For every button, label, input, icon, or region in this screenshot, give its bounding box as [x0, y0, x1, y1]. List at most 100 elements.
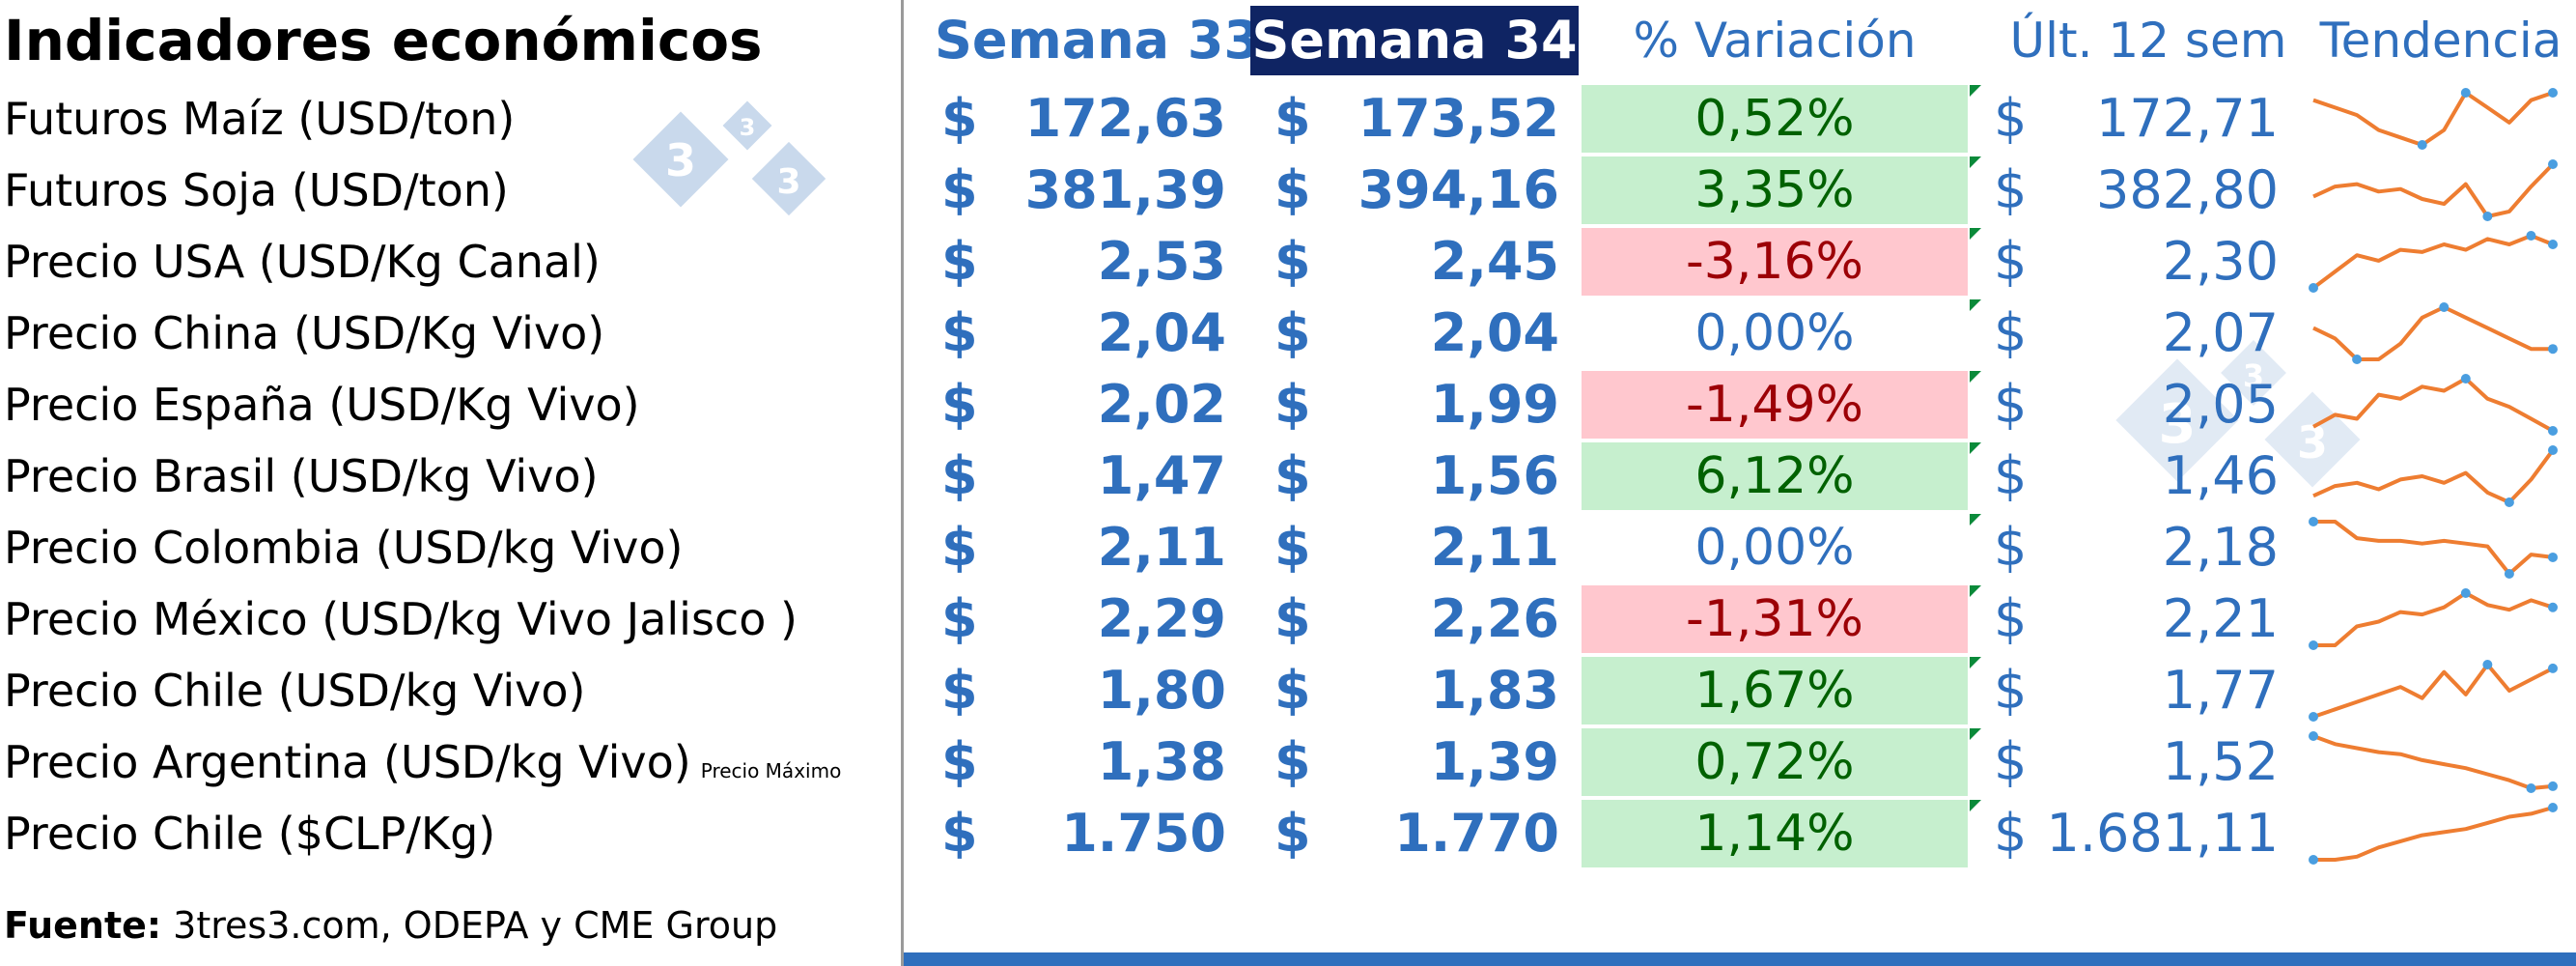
currency-symbol: $	[941, 159, 978, 220]
table-row: Precio China (USD/Kg Vivo) $2,04 $2,04 0,00…	[0, 298, 2576, 369]
last12-value: 1.681,11	[2046, 803, 2279, 864]
last12-value: 2,05	[2162, 374, 2279, 435]
indicator-name: Precio Chile (USD/kg Vivo)	[4, 665, 586, 717]
trend-sparkline	[2309, 660, 2558, 722]
sparkline-marker	[2482, 212, 2493, 221]
last12-value: 2,07	[2162, 302, 2279, 363]
sparkline-marker	[2548, 426, 2558, 436]
sparkline-marker	[2417, 140, 2427, 150]
currency-symbol: $	[941, 731, 978, 792]
currency-symbol: $	[1274, 374, 1311, 435]
cell-comment-flag	[1970, 156, 1981, 168]
variation-cell: 6,12%	[1582, 442, 1968, 510]
currency-symbol: $	[1274, 588, 1311, 649]
week34-value: 394,16	[1358, 159, 1559, 220]
cell-comment-flag	[1970, 228, 1981, 240]
sparkline-marker	[2548, 159, 2558, 169]
logo-digit: 3	[2243, 357, 2264, 394]
indicator-label: Precio Brasil (USD/kg Vivo)	[4, 440, 608, 512]
sparkline-marker	[2309, 640, 2318, 650]
sparkline-marker	[2548, 781, 2558, 791]
sparkline-marker	[2548, 445, 2558, 455]
currency-symbol: $	[1994, 731, 2028, 792]
last12-value: 1,52	[2162, 731, 2279, 792]
week34-value: 2,45	[1430, 231, 1559, 292]
currency-symbol: $	[941, 588, 978, 649]
week33-value: 2,02	[1097, 374, 1226, 435]
week34-value: 2,04	[1430, 302, 1559, 363]
logo-diamond	[751, 141, 826, 216]
indicator-label: Precio México (USD/kg Vivo Jalisco )	[4, 583, 807, 655]
currency-symbol: $	[941, 88, 978, 149]
variation-cell: -1,31%	[1582, 585, 1968, 653]
week33-value: 1,80	[1097, 660, 1226, 721]
week34-value: 1,83	[1430, 660, 1559, 721]
currency-symbol: $	[1274, 159, 1311, 220]
variation-cell: -3,16%	[1582, 228, 1968, 296]
currency-symbol: $	[1274, 445, 1311, 506]
currency-symbol: $	[1994, 803, 2028, 864]
table-row: Precio España (USD/Kg Vivo) $2,02 $1,99 -1,…	[0, 369, 2576, 440]
indicator-label: Futuros Maíz (USD/ton)	[4, 83, 524, 155]
currency-symbol: $	[1274, 731, 1311, 792]
last12-value: 2,18	[2162, 517, 2279, 578]
indicator-name: Precio España (USD/Kg Vivo)	[4, 379, 640, 431]
week33-value: 1,47	[1097, 445, 1226, 506]
sparkline-marker	[2309, 712, 2318, 722]
currency-symbol: $	[1994, 517, 2028, 578]
sparkline-marker	[2504, 569, 2514, 579]
sparkline-marker	[2526, 783, 2536, 793]
source-text: 3tres3.com, ODEPA y CME Group	[173, 904, 778, 947]
table-row: Precio Colombia (USD/kg Vivo) $2,11 $2,11 0…	[0, 512, 2576, 583]
indicator-name: Precio Brasil (USD/kg Vivo)	[4, 450, 599, 502]
logo-diamond	[2221, 340, 2286, 406]
indicator-label: Precio España (USD/Kg Vivo)	[4, 369, 650, 440]
source-note: Fuente: 3tres3.com, ODEPA y CME Group	[4, 904, 777, 947]
indicator-name: Precio México (USD/kg Vivo Jalisco )	[4, 593, 798, 645]
sparkline-marker	[2504, 497, 2514, 507]
logo-digit: 3	[740, 114, 756, 141]
column-divider	[901, 0, 904, 966]
variation-cell: 0,00%	[1694, 519, 1855, 577]
bottom-accent-bar	[904, 952, 2576, 966]
sparkline-path	[2312, 91, 2554, 147]
indicator-label: Precio China (USD/Kg Vivo)	[4, 298, 614, 369]
variation-cell: 0,00%	[1694, 304, 1855, 362]
week33-value: 1,38	[1097, 731, 1226, 792]
indicator-label: Precio Argentina (USD/kg Vivo) Precio Máx…	[4, 726, 841, 798]
indicator-name: Precio China (USD/Kg Vivo)	[4, 307, 605, 359]
last12-value: 2,21	[2162, 588, 2279, 649]
last12-value: 382,80	[2096, 159, 2279, 220]
sparkline-path	[2312, 448, 2555, 504]
last12-value: 1,46	[2162, 445, 2279, 506]
table-row: Precio Chile ($CLP/Kg) $1.750 $1.770 1,14% $…	[0, 798, 2576, 869]
trend-sparkline	[2309, 731, 2558, 793]
week33-value: 2,11	[1097, 517, 1226, 578]
cell-comment-flag	[1970, 800, 1981, 811]
trend-sparkline	[2312, 159, 2558, 221]
sparkline-marker	[2548, 344, 2558, 355]
variation-cell: 1,67%	[1582, 657, 1968, 724]
week34-value: 1,39	[1430, 731, 1559, 792]
currency-symbol: $	[1274, 88, 1311, 149]
sparkline-path	[2313, 520, 2554, 576]
sparkline-marker	[2309, 731, 2318, 741]
sparkline-path	[2312, 663, 2554, 719]
indicator-name: Precio USA (USD/Kg Canal)	[4, 236, 601, 288]
indicator-note: Precio Máximo	[700, 759, 842, 782]
sparkline-marker	[2460, 88, 2471, 98]
sparkline-marker	[2309, 855, 2318, 865]
cell-comment-flag	[1970, 585, 1981, 597]
sparkline-marker	[2548, 663, 2558, 673]
header-last12: Últ. 12 sem	[2009, 13, 2287, 69]
3tres3-logo: 3 3 3	[632, 100, 826, 216]
cell-comment-flag	[1970, 514, 1981, 526]
variation-cell: 1,14%	[1582, 800, 1968, 867]
indicator-label: Futuros Soja (USD/ton)	[4, 155, 518, 226]
week33-value: 2,04	[1097, 302, 1226, 363]
sparkline-path	[2312, 162, 2555, 218]
sparkline-marker	[2460, 374, 2471, 384]
week33-value: 1.750	[1061, 803, 1226, 864]
header-variation: % Variación	[1633, 13, 1917, 69]
page-title: Indicadores económicos	[4, 8, 763, 73]
